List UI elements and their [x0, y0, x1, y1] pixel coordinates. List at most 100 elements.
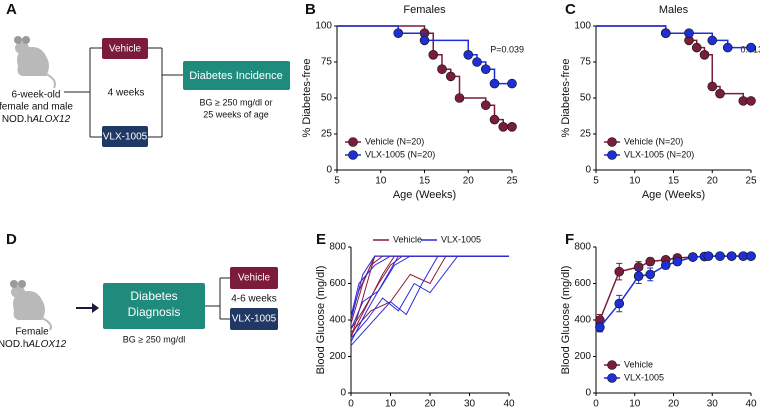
- y-tick-label: 200: [574, 351, 591, 362]
- y-tick-label: 400: [329, 315, 346, 326]
- marker: [507, 122, 517, 132]
- y-axis-label: % Diabetes-free: [560, 59, 572, 138]
- criteria: BG ≥ 250 mg/dl: [123, 334, 185, 344]
- legend-marker: [607, 137, 617, 147]
- marker: [707, 35, 718, 46]
- legend-label: VLX-1005 (N=20): [624, 149, 694, 159]
- survival-curve: [596, 25, 751, 102]
- marker: [722, 42, 733, 53]
- chart-title: Males: [659, 4, 689, 16]
- legend-marker: [348, 150, 358, 160]
- mean-line: [599, 255, 751, 328]
- panel-label: C: [565, 1, 576, 18]
- duration: 4-6 weeks: [231, 294, 277, 305]
- marker: [489, 78, 500, 89]
- x-tick-label: 10: [629, 399, 641, 410]
- marker: [393, 28, 404, 39]
- legend-marker: [607, 150, 617, 160]
- legend-label: Vehicle (N=20): [624, 136, 683, 146]
- marker: [707, 81, 718, 92]
- y-tick-label: 75: [321, 57, 333, 68]
- arm-label: VLX-1005: [103, 132, 148, 143]
- y-tick-label: 100: [574, 21, 591, 32]
- annotation: P=0.039: [490, 44, 524, 54]
- mouse-icon: [14, 36, 56, 89]
- marker: [614, 266, 625, 277]
- x-tick-label: 10: [385, 399, 397, 410]
- legend-marker: [607, 360, 617, 370]
- marker: [660, 260, 671, 271]
- x-tick-label: 25: [506, 176, 518, 187]
- legend-label: VLX-1005 (N=20): [365, 149, 435, 159]
- survival-curve: [337, 25, 512, 85]
- x-tick-label: 5: [334, 176, 340, 187]
- y-axis-label: Blood Glucose (mg/dl): [315, 266, 327, 375]
- y-tick-label: 50: [321, 93, 333, 104]
- legend-label: VLX-1005: [441, 234, 481, 244]
- arm-label: Vehicle: [238, 273, 271, 284]
- panel-label: E: [316, 231, 326, 248]
- event: Diagnosis: [128, 305, 181, 319]
- x-tick-label: 20: [424, 399, 436, 410]
- marker: [489, 114, 500, 125]
- marker: [445, 71, 456, 82]
- x-axis-label: Age (Weeks): [393, 189, 456, 201]
- x-tick-label: 40: [503, 399, 515, 410]
- y-tick-label: 25: [321, 129, 333, 140]
- criteria: BG ≥ 250 mg/dl or: [200, 97, 273, 107]
- marker: [691, 42, 702, 53]
- strain-gene: ALOX12: [27, 339, 66, 350]
- subject-line: [350, 255, 509, 346]
- arm-box: VLX-1005: [102, 126, 148, 147]
- mouse-label: 6-week-old: [12, 90, 61, 101]
- strain-prefix: NOD.h: [0, 339, 28, 350]
- x-tick-label: 10: [375, 176, 387, 187]
- criteria: 25 weeks of age: [203, 109, 269, 119]
- mouse-label: Female: [15, 327, 49, 338]
- y-tick-label: 75: [580, 57, 592, 68]
- marker: [726, 251, 737, 261]
- y-axis-label: Blood Glucose (mg/dl): [560, 266, 572, 375]
- panel-label: D: [6, 231, 17, 248]
- outcome-box: Diabetes Incidence: [183, 61, 290, 90]
- y-tick-label: 100: [315, 21, 332, 32]
- x-tick-label: 5: [593, 176, 599, 187]
- arm-label: Vehicle: [109, 44, 142, 55]
- mouse-label: female and male: [0, 102, 73, 113]
- y-tick-label: 0: [326, 165, 332, 176]
- subject-line: [350, 255, 509, 339]
- marker: [672, 256, 683, 267]
- arm-box: Vehicle: [230, 267, 278, 289]
- marker: [463, 49, 474, 60]
- panel-label: B: [305, 1, 316, 18]
- strain-gene: ALOX12: [31, 114, 70, 125]
- y-tick-label: 0: [340, 388, 346, 399]
- x-tick-label: 10: [629, 176, 641, 187]
- x-tick-label: 15: [668, 176, 680, 187]
- subject-line: [350, 255, 509, 317]
- x-tick-label: 30: [707, 399, 719, 410]
- y-tick-label: 0: [585, 165, 591, 176]
- bracket: [205, 277, 230, 320]
- marker: [645, 269, 656, 280]
- arm-label: VLX-1005: [232, 314, 277, 325]
- chart-title: Females: [403, 4, 446, 16]
- y-tick-label: 800: [574, 242, 591, 253]
- x-axis-label: Age (Weeks): [642, 189, 705, 201]
- x-tick-label: 30: [464, 399, 476, 410]
- subject-line: [350, 255, 509, 334]
- marker: [645, 256, 656, 267]
- y-tick-label: 600: [574, 278, 591, 289]
- x-tick-label: 0: [593, 399, 599, 410]
- marker: [660, 28, 671, 39]
- legend-label: Vehicle (N=20): [365, 136, 424, 146]
- panel-label: A: [6, 1, 17, 18]
- marker: [715, 251, 725, 261]
- marker: [472, 57, 482, 67]
- marker: [498, 122, 509, 132]
- strain-prefix: NOD.h: [2, 114, 33, 125]
- event: Diabetes: [130, 289, 177, 303]
- marker: [703, 251, 714, 261]
- marker: [715, 88, 725, 99]
